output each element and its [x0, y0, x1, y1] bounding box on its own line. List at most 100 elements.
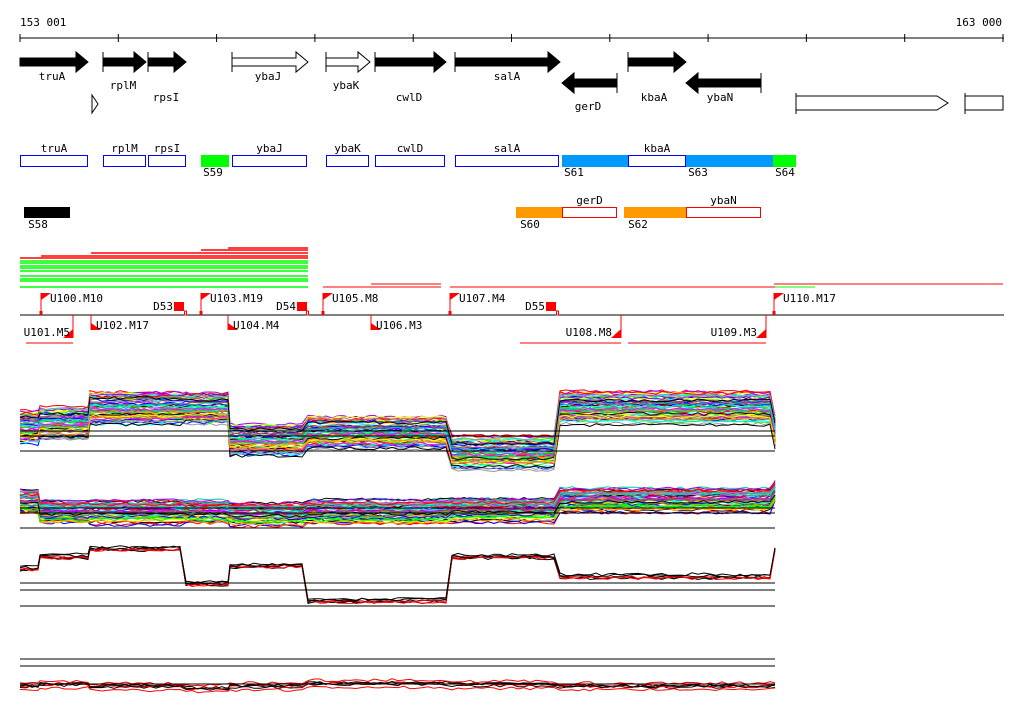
gene-arrow-ybaK[interactable]: [325, 50, 371, 74]
plot-trace: [19, 396, 776, 446]
marker-base: [321, 311, 325, 315]
plot-trace: [19, 545, 776, 602]
unlabeled-gene-box[interactable]: [964, 95, 1004, 111]
gene-label-ybaN: ybaN: [707, 91, 734, 104]
feature-box-gerD[interactable]: [562, 207, 617, 218]
line-plot-panel: [19, 480, 776, 529]
feature-label-ybaN: ybaN: [710, 194, 737, 207]
gene-label-truA: truA: [39, 70, 66, 83]
gene-label-salA: salA: [494, 70, 521, 83]
deletion-label[interactable]: D54: [276, 300, 296, 313]
feature-box-rpsI[interactable]: [148, 155, 186, 167]
plot-trace: [20, 411, 776, 461]
plot-trace: [19, 545, 776, 601]
marker-flag-icon: [756, 329, 766, 338]
segment-label-S64: S64: [775, 166, 795, 179]
unlabeled-gene-arrow[interactable]: [795, 95, 949, 111]
feature-box-kbaA[interactable]: [628, 155, 686, 167]
marker-flag-icon: [450, 293, 460, 300]
marker-base: [448, 311, 452, 315]
feature-box-truA[interactable]: [20, 155, 88, 167]
deletion-base: [306, 310, 309, 316]
gene-label-kbaA: kbaA: [641, 91, 668, 104]
plot-trace: [19, 407, 776, 457]
plot-trace: [19, 487, 776, 513]
feature-label-ybaK: ybaK: [334, 142, 361, 155]
gene-arrow-rplM[interactable]: [102, 50, 147, 74]
plot-trace: [19, 547, 776, 604]
marker-label[interactable]: U103.M19: [210, 292, 263, 305]
marker-label[interactable]: U101.M5: [24, 326, 70, 339]
segment-S64[interactable]: [773, 155, 796, 167]
segment-label-S59: S59: [203, 166, 223, 179]
marker-label[interactable]: U106.M3: [376, 319, 422, 332]
feature-label-gerD: gerD: [576, 194, 603, 207]
marker-label[interactable]: U109.M3: [711, 326, 757, 339]
marker-flag-icon: [323, 293, 333, 300]
line-plot-panel: [19, 545, 776, 605]
plot-trace: [19, 685, 776, 694]
plot-trace: [19, 481, 776, 506]
plot-trace: [19, 390, 776, 444]
deletion-marker-icon[interactable]: [546, 302, 556, 311]
gene-arrow-ybaN[interactable]: [685, 71, 762, 95]
plot-trace: [19, 393, 776, 441]
feature-box-ybaN[interactable]: [686, 207, 761, 218]
marker-label[interactable]: U105.M8: [332, 292, 378, 305]
feature-label-truA: truA: [41, 142, 68, 155]
gene-arrow-gerD[interactable]: [561, 71, 618, 95]
marker-flag-icon: [201, 293, 211, 300]
gene-arrow-salA[interactable]: [454, 50, 561, 74]
segment-label-S62: S62: [628, 218, 648, 231]
small-feature-arrow: [91, 93, 99, 115]
marker-flag-icon: [228, 323, 238, 330]
marker-label[interactable]: U108.M8: [566, 326, 612, 339]
gene-label-gerD: gerD: [575, 100, 602, 113]
feature-label-salA: salA: [494, 142, 521, 155]
feature-box-ybaJ[interactable]: [232, 155, 307, 167]
marker-label[interactable]: U107.M4: [459, 292, 506, 305]
gene-label-cwlD: cwlD: [396, 91, 423, 104]
marker-flag-icon: [63, 329, 73, 338]
segment-S59[interactable]: [201, 155, 229, 167]
segment-S58[interactable]: [24, 207, 70, 218]
segment-S63[interactable]: [686, 155, 773, 167]
gene-label-ybaJ: ybaJ: [255, 70, 282, 83]
segment-S60[interactable]: [516, 207, 562, 218]
marker-label[interactable]: U102.M17: [96, 319, 149, 332]
plot-trace: [19, 407, 776, 458]
deletion-label[interactable]: D53: [153, 300, 173, 313]
gene-label-rpsI: rpsI: [153, 91, 180, 104]
gene-arrow-cwlD[interactable]: [374, 50, 447, 74]
marker-label[interactable]: U110.M17: [783, 292, 836, 305]
gene-arrow-kbaA[interactable]: [627, 50, 687, 74]
gene-arrow-rpsI[interactable]: [147, 50, 187, 74]
feature-box-salA[interactable]: [455, 155, 559, 167]
line-plot-panel: [19, 389, 776, 473]
feature-box-ybaK[interactable]: [326, 155, 369, 167]
marker-flag-icon: [91, 323, 101, 330]
marker-label[interactable]: U104.M4: [233, 319, 280, 332]
marker-base: [39, 311, 43, 315]
plot-trace: [19, 482, 776, 506]
gene-arrow-truA[interactable]: [19, 50, 89, 74]
segment-label-S61: S61: [564, 166, 584, 179]
deletion-base: [184, 310, 187, 316]
gene-arrow-ybaJ[interactable]: [231, 50, 309, 74]
deletion-label[interactable]: D55: [525, 300, 545, 313]
segment-S62[interactable]: [624, 207, 686, 218]
plot-trace: [19, 497, 776, 524]
marker-base: [199, 311, 203, 315]
gene-label-rplM: rplM: [110, 79, 137, 92]
deletion-marker-icon[interactable]: [174, 302, 184, 311]
feature-box-rplM[interactable]: [103, 155, 146, 167]
deletion-marker-icon[interactable]: [297, 302, 307, 311]
segment-S61[interactable]: [562, 155, 628, 167]
deletion-base: [556, 310, 559, 316]
marker-label[interactable]: U100.M10: [50, 292, 103, 305]
plot-trace: [19, 678, 776, 687]
feature-box-cwlD[interactable]: [375, 155, 445, 167]
gene-label-ybaK: ybaK: [333, 79, 360, 92]
feature-label-kbaA: kbaA: [644, 142, 671, 155]
